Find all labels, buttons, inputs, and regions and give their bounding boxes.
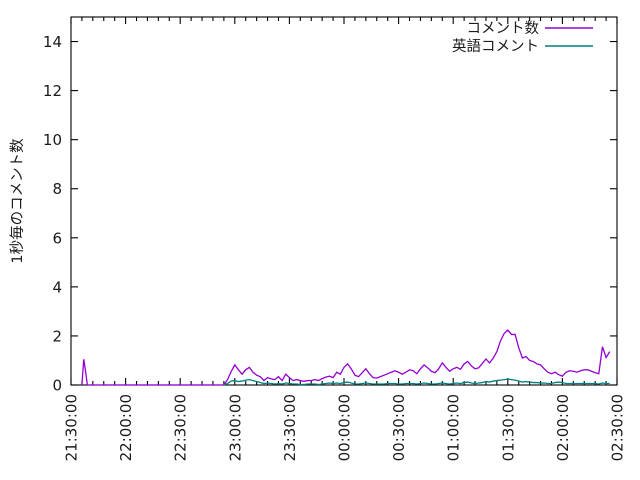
- series-line-1: [81, 329, 611, 386]
- y-tick-label: 4: [52, 278, 62, 296]
- x-tick-label: 02:30:00: [609, 394, 627, 461]
- x-tick-label: 01:30:00: [499, 394, 517, 461]
- x-tick-label: 22:30:00: [172, 394, 190, 461]
- y-tick-label: 8: [52, 180, 62, 198]
- x-tick-label: 00:00:00: [336, 394, 354, 461]
- series-line-2: [223, 378, 610, 386]
- y-tick-label: 14: [43, 33, 62, 51]
- y-tick-label: 2: [52, 327, 62, 345]
- x-tick-label: 00:30:00: [390, 394, 408, 461]
- x-tick-label: 21:30:00: [63, 394, 81, 461]
- x-tick-label: 22:00:00: [117, 394, 135, 461]
- y-tick-label: 6: [52, 229, 62, 247]
- y-axis-ticks: [71, 40, 617, 386]
- x-axis-ticks: [70, 17, 618, 385]
- x-tick-label: 02:00:00: [554, 394, 572, 461]
- x-tick-label: 23:00:00: [226, 394, 244, 461]
- x-tick-label: 23:30:00: [281, 394, 299, 461]
- legend-label-1: コメント数: [467, 20, 540, 37]
- y-tick-label: 0: [52, 377, 62, 395]
- x-tick-label: 01:00:00: [445, 394, 463, 461]
- legend-label-2: 英語コメント: [452, 37, 539, 55]
- y-tick-label: 10: [43, 131, 62, 149]
- y-tick-label: 12: [43, 82, 62, 100]
- x-axis-tick-labels: 21:30:00 22:00:00 22:30:00 23:00:00 23:30:00…: [63, 394, 627, 461]
- data-series-group: [81, 329, 611, 386]
- y-axis-tick-labels: 0 2 4 6 8 10 12 14: [43, 33, 62, 394]
- y-axis-title: 1秒毎のコメント数: [9, 138, 26, 264]
